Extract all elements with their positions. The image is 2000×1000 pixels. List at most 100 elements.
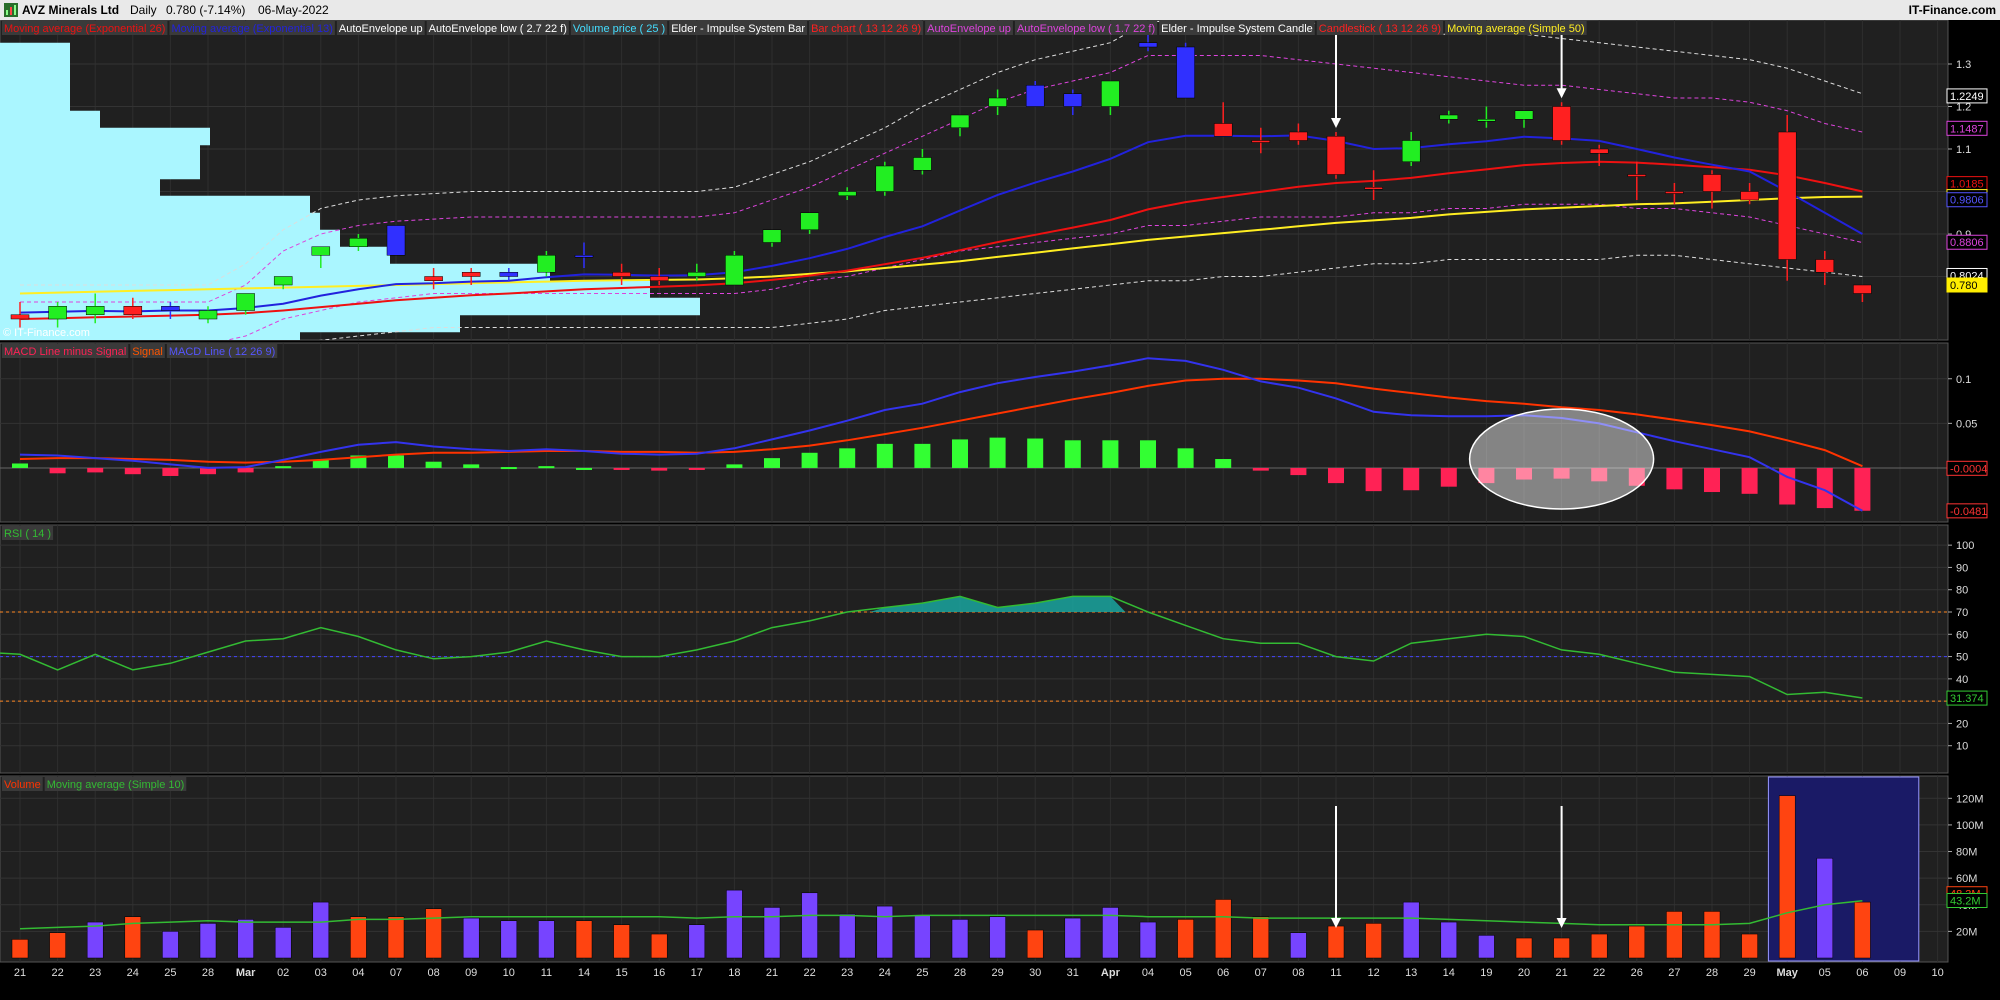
volume-bar — [613, 924, 630, 959]
macd-histogram-bar — [989, 437, 1006, 468]
volume-bar — [237, 919, 254, 959]
volume-bar — [838, 913, 856, 959]
x-tick-label: 06 — [1217, 967, 1229, 979]
volume-bar — [1102, 907, 1119, 959]
macd-histogram-bar — [651, 467, 668, 471]
rsi-y-tick-label: 40 — [1956, 674, 1968, 686]
x-tick-label: 09 — [465, 967, 477, 979]
candle-body — [1364, 187, 1383, 190]
macd-value-tag-label: -0.0004 — [1950, 463, 1987, 475]
candle-body — [762, 229, 782, 243]
legend-entry: Bar chart ( 13 12 26 9) — [811, 23, 921, 35]
macd-histogram-bar — [388, 455, 404, 468]
signal-line — [19, 377, 1863, 468]
legend-entry: Elder - Impulse System Candle — [1161, 23, 1313, 35]
volume-bar — [1177, 919, 1194, 959]
candle-body — [499, 272, 519, 277]
x-tick-label: 16 — [653, 967, 665, 979]
volume-bar — [575, 920, 593, 959]
candle-body — [1777, 131, 1797, 260]
candle-body — [537, 255, 556, 273]
volume-bar — [1064, 917, 1082, 959]
x-tick-label: 19 — [1480, 967, 1492, 979]
sma50-line — [19, 195, 1863, 295]
volume-bar — [1402, 901, 1420, 959]
x-tick-label: 24 — [127, 967, 139, 979]
period-label: Daily — [130, 3, 157, 17]
rsi-panel-bg — [0, 524, 1949, 774]
volume-bar — [312, 901, 330, 959]
x-tick-label: 14 — [578, 967, 590, 979]
candle-body — [725, 255, 744, 286]
x-tick-label: 09 — [1894, 967, 1906, 979]
volume-bar — [387, 916, 405, 959]
macd-histogram-bar — [350, 455, 367, 468]
x-tick-label: 02 — [277, 967, 289, 979]
volume-bar — [1139, 921, 1157, 959]
candle-body — [1401, 140, 1421, 162]
legend-entry-bg — [669, 21, 808, 35]
legend-entry: Volume — [4, 779, 41, 791]
candle-body — [950, 114, 970, 128]
x-tick-label: 21 — [14, 967, 26, 979]
rsi-line — [0, 595, 1863, 699]
chart-app-icon — [4, 3, 18, 17]
macd-y-tick-label: 0.1 — [1956, 374, 1971, 386]
envelope-low-inner-line — [225, 203, 1863, 340]
volume-bar — [538, 920, 555, 959]
candle-body — [273, 276, 293, 286]
macd-histogram-bar — [200, 467, 216, 475]
volume-profile-bar — [0, 246, 390, 265]
volume-bar — [1440, 921, 1458, 959]
volume-bar — [462, 917, 480, 959]
symbol-name: AVZ Minerals Ltd — [22, 3, 120, 17]
candle-body — [1589, 148, 1609, 154]
rsi-y-tick-label: 60 — [1956, 629, 1968, 641]
volume-profile-bar — [0, 212, 320, 231]
price-value-tag-label: 1.0185 — [1950, 179, 1984, 191]
candle-body — [649, 276, 669, 281]
macd-histogram-bar — [1816, 467, 1833, 509]
candle-body — [1063, 93, 1083, 107]
legend-entry-bg — [1316, 21, 1444, 35]
volume-bar — [1666, 911, 1683, 959]
candle-body — [1477, 119, 1496, 122]
envelope-up-outer-line — [20, 21, 1863, 286]
price-value-tag-box — [1946, 120, 1988, 136]
x-tick-label: 26 — [1631, 967, 1643, 979]
candle-body — [1176, 46, 1195, 99]
volume-profile-bar — [0, 93, 70, 112]
volume-profile-bar — [0, 59, 70, 78]
legend-entry: Moving average (Simple 10) — [47, 779, 185, 791]
macd-histogram-bar — [839, 448, 856, 468]
volume-bar — [1854, 901, 1871, 959]
macd-histogram-bar — [1440, 467, 1457, 487]
vol-y-tick-label: 120M — [1956, 793, 1984, 805]
legend-entry-bg — [169, 21, 335, 35]
macd-histogram-bar — [764, 458, 780, 468]
x-tick-label: 25 — [916, 967, 928, 979]
legend-entry-bg — [44, 777, 187, 791]
candle-body — [574, 255, 594, 258]
volume-bar — [1778, 795, 1796, 959]
macd-histogram-bar — [1516, 467, 1532, 480]
candle-body — [800, 212, 819, 230]
macd-histogram-bar — [1215, 459, 1232, 468]
legend-entry-bg — [809, 21, 924, 35]
candle-body — [1702, 174, 1722, 192]
x-tick-label: 28 — [202, 967, 214, 979]
volume-bar — [500, 920, 518, 959]
legend-entry: Elder - Impulse System Bar — [671, 23, 805, 35]
candle-body — [1101, 80, 1120, 107]
volume-bar — [1515, 937, 1533, 959]
volume-bar — [951, 919, 969, 959]
macd-histogram-bar — [1027, 438, 1044, 468]
candle-body — [988, 97, 1007, 107]
legend-entry-bg — [1014, 21, 1158, 35]
candle-body — [913, 157, 932, 171]
x-tick-label: 15 — [615, 967, 627, 979]
x-tick-label: 17 — [691, 967, 703, 979]
volume-bar — [86, 921, 104, 959]
price-arrow-head — [1331, 118, 1341, 128]
macd-histogram-bar — [1290, 467, 1307, 476]
